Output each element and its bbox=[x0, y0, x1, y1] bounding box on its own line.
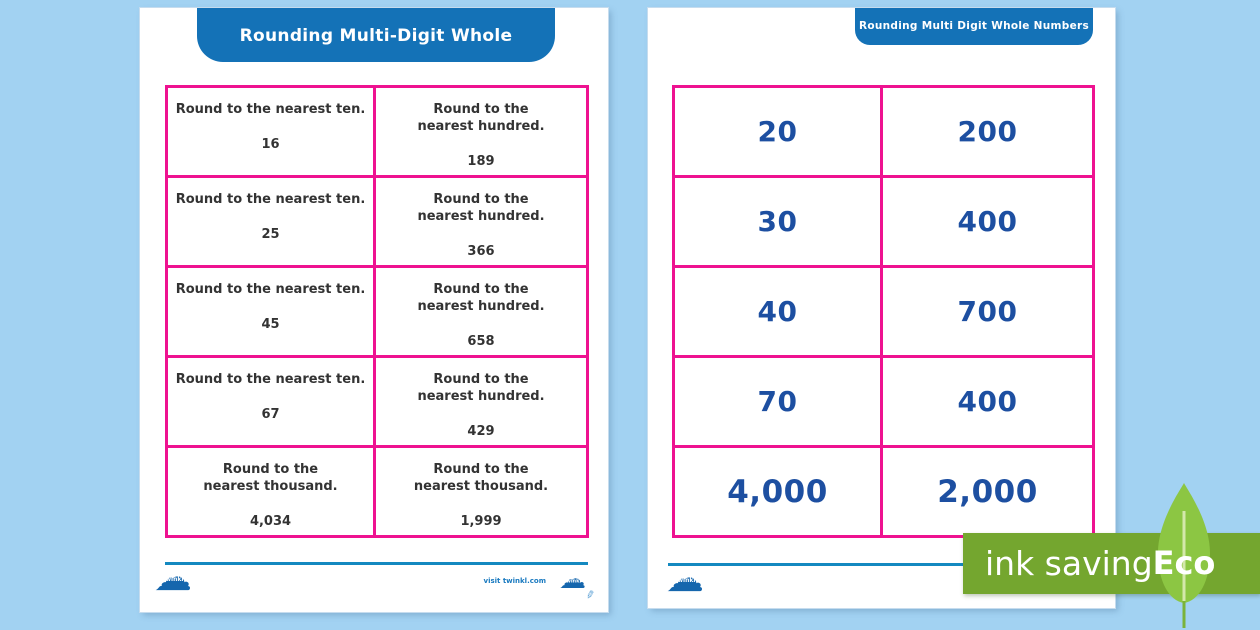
question-prompt: Round to the nearest thousand. bbox=[203, 462, 338, 494]
table-row: Round to the nearest ten. 16 Round to th… bbox=[165, 85, 589, 178]
answer-cell: 200 bbox=[880, 85, 1095, 178]
twinkl-logo-label: twinkl bbox=[162, 576, 184, 584]
ink-saving-label: ink saving bbox=[985, 544, 1153, 583]
question-number: 189 bbox=[467, 154, 495, 169]
answer-cell: 400 bbox=[880, 175, 1095, 268]
answer-cell: 40 bbox=[672, 265, 883, 358]
twinkl-logo-label: twinkl bbox=[563, 578, 582, 585]
answer-number: 400 bbox=[957, 205, 1018, 238]
question-cell: Round to the nearest hundred. 429 bbox=[373, 355, 589, 448]
question-prompt: Round to the nearest hundred. bbox=[417, 372, 545, 404]
table-row: 20 200 bbox=[672, 85, 1095, 178]
table-row: Round to the nearest thousand. 4,034 Rou… bbox=[165, 445, 589, 538]
answer-cell: 4,000 bbox=[672, 445, 883, 538]
eco-label: Eco bbox=[1152, 544, 1216, 582]
answer-cell: 400 bbox=[880, 355, 1095, 448]
twinkl-logo-label: twinkl bbox=[674, 577, 696, 585]
ink-saving-banner: ink saving bbox=[963, 533, 1260, 594]
table-row: 40 700 bbox=[672, 265, 1095, 358]
answer-number: 40 bbox=[757, 295, 798, 328]
question-number: 658 bbox=[467, 334, 495, 349]
question-number: 1,999 bbox=[460, 514, 502, 529]
answers-table: 20 200 30 400 40 700 70 400 4,000 2,000 bbox=[672, 85, 1095, 538]
footer-divider bbox=[668, 563, 1090, 566]
twinkl-logo-icon: ☁ twinkl bbox=[666, 556, 704, 600]
table-row: Round to the nearest ten. 67 Round to th… bbox=[165, 355, 589, 448]
answer-number: 30 bbox=[757, 205, 798, 238]
answer-number: 70 bbox=[757, 385, 798, 418]
question-cell: Round to the nearest hundred. 658 bbox=[373, 265, 589, 358]
question-prompt: Round to the nearest hundred. bbox=[417, 102, 545, 134]
question-cell: Round to the nearest thousand. 1,999 bbox=[373, 445, 589, 538]
question-number: 4,034 bbox=[249, 514, 292, 529]
question-prompt: Round to the nearest thousand. bbox=[413, 462, 549, 494]
pencil-icon: ✎ bbox=[581, 588, 597, 601]
answer-cell: 20 bbox=[672, 85, 883, 178]
table-row: 30 400 bbox=[672, 175, 1095, 268]
question-number: 366 bbox=[467, 244, 495, 259]
visit-twinkl-link: visit twinkl.com bbox=[483, 577, 546, 585]
question-number: 25 bbox=[261, 227, 280, 242]
table-row: 4,000 2,000 bbox=[672, 445, 1095, 538]
answer-cell: 70 bbox=[672, 355, 883, 448]
question-cell: Round to the nearest ten. 25 bbox=[165, 175, 376, 268]
twinkl-logo-icon: ☁ twinkl bbox=[154, 555, 192, 599]
twinkl-logo-icon: ☁ twinkl bbox=[559, 564, 586, 595]
answers-page-title: Rounding Multi Digit Whole Numbers bbox=[855, 8, 1093, 45]
questions-page-title: Rounding Multi-Digit Whole Numbers bbox=[197, 8, 555, 102]
question-number: 16 bbox=[261, 137, 280, 152]
answer-cell: 2,000 bbox=[880, 445, 1095, 538]
answer-number: 700 bbox=[957, 295, 1018, 328]
question-prompt: Round to the nearest ten. bbox=[175, 372, 366, 387]
answers-page: Rounding Multi Digit Whole Numbers 20 20… bbox=[648, 8, 1115, 608]
question-cell: Round to the nearest thousand. 4,034 bbox=[165, 445, 376, 538]
answer-cell: 700 bbox=[880, 265, 1095, 358]
table-row: Round to the nearest ten. 25 Round to th… bbox=[165, 175, 589, 268]
question-cell: Round to the nearest hundred. 189 bbox=[373, 85, 589, 178]
questions-page: Rounding Multi-Digit Whole Numbers Round… bbox=[140, 8, 608, 612]
question-number: 67 bbox=[261, 407, 280, 422]
table-row: Round to the nearest ten. 45 Round to th… bbox=[165, 265, 589, 358]
question-cell: Round to the nearest ten. 45 bbox=[165, 265, 376, 358]
answer-number: 20 bbox=[757, 115, 798, 148]
question-prompt: Round to the nearest ten. bbox=[175, 282, 366, 297]
question-cell: Round to the nearest ten. 16 bbox=[165, 85, 376, 178]
question-prompt: Round to the nearest ten. bbox=[175, 192, 366, 207]
footer-divider bbox=[165, 562, 588, 565]
question-cell: Round to the nearest hundred. 366 bbox=[373, 175, 589, 268]
answer-number: 4,000 bbox=[727, 473, 828, 510]
question-number: 429 bbox=[467, 424, 495, 439]
question-cell: Round to the nearest ten. 67 bbox=[165, 355, 376, 448]
questions-table: Round to the nearest ten. 16 Round to th… bbox=[165, 85, 589, 538]
question-prompt: Round to the nearest hundred. bbox=[417, 282, 545, 314]
answer-number: 2,000 bbox=[937, 473, 1038, 510]
question-prompt: Round to the nearest ten. bbox=[175, 102, 366, 117]
answer-cell: 30 bbox=[672, 175, 883, 268]
eco-leaf-icon bbox=[1158, 483, 1210, 628]
question-number: 45 bbox=[261, 317, 280, 332]
table-row: 70 400 bbox=[672, 355, 1095, 448]
answer-number: 200 bbox=[957, 115, 1018, 148]
question-prompt: Round to the nearest hundred. bbox=[417, 192, 545, 224]
answer-number: 400 bbox=[957, 385, 1018, 418]
